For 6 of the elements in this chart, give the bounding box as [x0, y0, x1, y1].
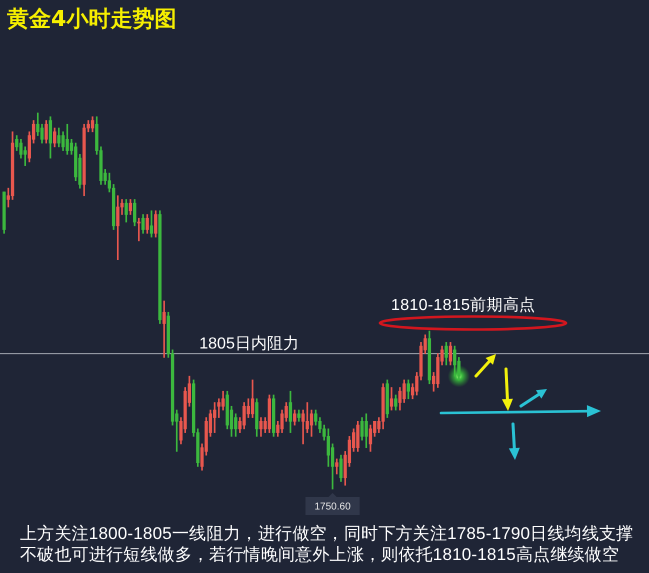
annotation: 1810-1815前期高点 [391, 296, 536, 316]
ref-line-label: 1805日内阻力 [199, 334, 299, 353]
text: 上方关注1800-1805一线阻力，进行做空，同时下方关注1785-1790日线均线支撑 [20, 523, 634, 545]
chart-title: 黄金4小时走势图 [7, 6, 176, 34]
annotation: 1750.60 [314, 501, 352, 512]
text: 不破也可进行短线做多，若行情晚间意外上涨，则依托1810-1815高点继续做空 [20, 544, 620, 566]
